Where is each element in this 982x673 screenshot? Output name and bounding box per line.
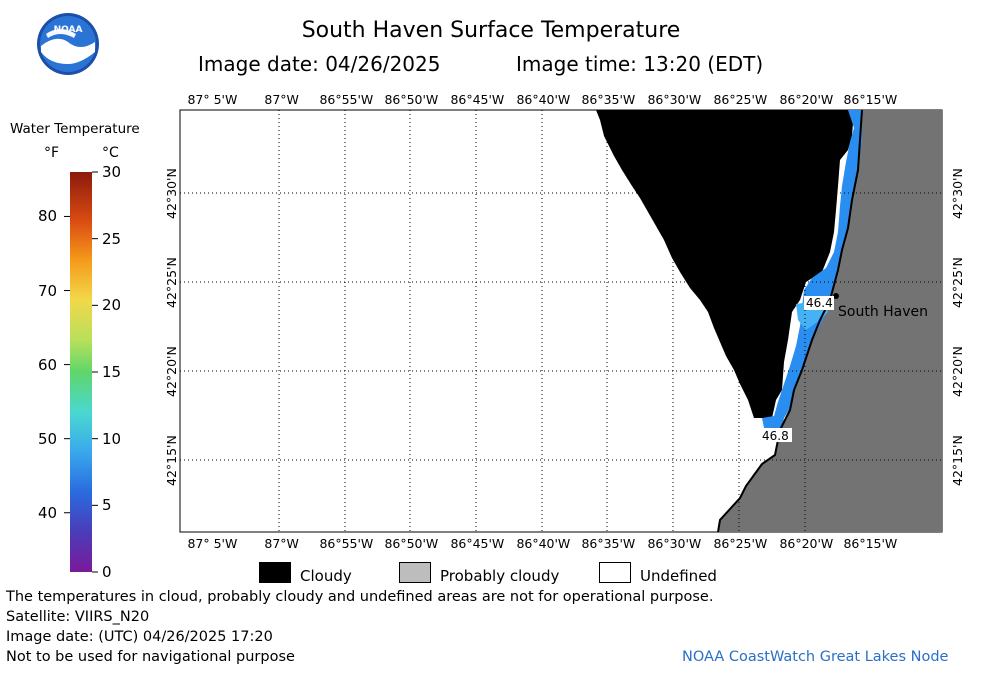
lat-label-left: 42°30'N xyxy=(164,167,179,219)
cloud-area xyxy=(596,110,854,418)
lon-label-top: 86°20'W xyxy=(779,92,834,107)
footer-credit: NOAA CoastWatch Great Lakes Node xyxy=(682,649,949,665)
lon-label-bottom: 86°30'W xyxy=(647,536,702,551)
colorbar-label-f: 50 xyxy=(38,429,58,448)
reading-2: 46.8 xyxy=(762,429,789,443)
lon-label-top: 86°50'W xyxy=(384,92,439,107)
legend-swatch-probably-cloudy xyxy=(399,562,431,583)
colorbar-label-c: 10 xyxy=(102,429,122,448)
colorbar-unit-f: °F xyxy=(44,145,60,161)
colorbar-label-c: 15 xyxy=(102,363,122,381)
colorbar-label-c: 25 xyxy=(102,229,122,248)
colorbar-label-f: 70 xyxy=(38,281,58,300)
lat-label-left: 42°15'N xyxy=(164,434,179,486)
land-area xyxy=(718,110,942,532)
lon-label-top: 87° 5'W xyxy=(187,92,238,107)
lon-label-bottom: 86°25'W xyxy=(713,536,768,551)
colorbar-title: Water Temperature xyxy=(10,121,140,137)
colorbar-label-f: 60 xyxy=(38,355,58,374)
footer-nav-warning: Not to be used for navigational purpose xyxy=(6,649,295,665)
lat-label-left: 42°20'N xyxy=(164,345,179,397)
lat-label-left: 42°25'N xyxy=(164,256,179,308)
legend-label-undefined: Undefined xyxy=(640,567,717,585)
footer-disclaimer: The temperatures in cloud, probably clou… xyxy=(6,589,714,605)
colorbar xyxy=(64,171,98,573)
reading-box-1 xyxy=(804,296,834,310)
water-coastal xyxy=(762,110,862,428)
legend-label-cloudy: Cloudy xyxy=(300,567,352,585)
lon-label-bottom: 86°35'W xyxy=(581,536,636,551)
lon-label-bottom: 86°50'W xyxy=(384,536,439,551)
south-haven-marker xyxy=(833,293,839,299)
lon-label-top: 86°35'W xyxy=(581,92,636,107)
lon-label-top: 86°55'W xyxy=(319,92,374,107)
image-time: Image time: 13:20 (EDT) xyxy=(516,52,764,76)
lon-label-top: 86°15'W xyxy=(843,92,898,107)
lon-label-bottom: 87° 5'W xyxy=(187,536,238,551)
legend-label-probably-cloudy: Probably cloudy xyxy=(440,567,560,585)
colorbar-gradient xyxy=(70,172,92,572)
noaa-logo-text: NOAA xyxy=(54,25,83,35)
lat-label-right: 42°15'N xyxy=(950,434,965,486)
lat-label-right: 42°25'N xyxy=(950,256,965,308)
colorbar-ticks xyxy=(64,171,98,573)
lon-label-bottom: 86°55'W xyxy=(319,536,374,551)
lon-label-top: 86°30'W xyxy=(647,92,702,107)
lat-label-right: 42°20'N xyxy=(950,345,965,397)
colorbar-unit-c: °C xyxy=(102,145,119,161)
coastline xyxy=(717,109,863,533)
lon-label-top: 86°25'W xyxy=(713,92,768,107)
lon-label-top: 86°45'W xyxy=(450,92,505,107)
lon-label-top: 87°W xyxy=(264,92,299,107)
lon-label-bottom: 86°20'W xyxy=(779,536,834,551)
page-title: South Haven Surface Temperature xyxy=(301,18,681,43)
colorbar-label-f: 40 xyxy=(38,503,58,522)
legend-swatch-cloudy xyxy=(259,562,291,583)
place-label-bg xyxy=(838,302,940,320)
lon-label-bottom: 87°W xyxy=(264,536,299,551)
image-date: Image date: 04/26/2025 xyxy=(198,52,441,76)
legend-swatch-undefined xyxy=(599,562,631,583)
lon-label-bottom: 86°15'W xyxy=(843,536,898,551)
lon-label-top: 86°40'W xyxy=(516,92,571,107)
colorbar-label-c: 30 xyxy=(102,163,122,181)
gridlines xyxy=(180,110,942,532)
colorbar-label-c: 5 xyxy=(102,496,112,515)
colorbar-label-c: 20 xyxy=(102,296,122,315)
lon-label-bottom: 86°45'W xyxy=(450,536,505,551)
colorbar-label-f: 80 xyxy=(38,207,58,226)
reading-box-2 xyxy=(760,428,792,442)
lat-label-right: 42°30'N xyxy=(950,167,965,219)
lon-label-bottom: 86°40'W xyxy=(516,536,571,551)
noaa-logo: NOAA xyxy=(37,13,99,75)
footer-utc-date: Image date: (UTC) 04/26/2025 17:20 xyxy=(6,629,273,645)
footer-satellite: Satellite: VIIRS_N20 xyxy=(6,609,150,625)
place-label: South Haven xyxy=(838,304,928,320)
colorbar-label-c: 0 xyxy=(102,563,112,581)
reading-1: 46.4 xyxy=(806,296,833,310)
